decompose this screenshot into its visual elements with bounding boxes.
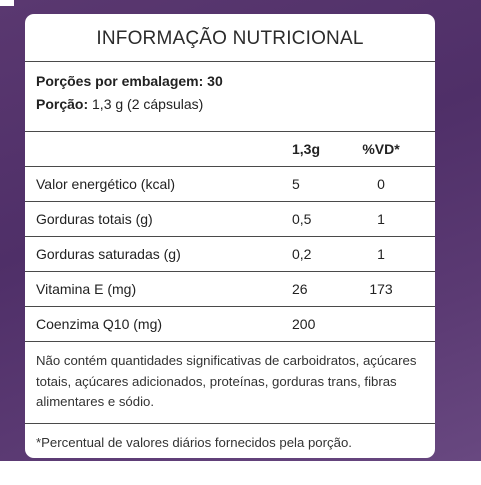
table-row: Gorduras saturadas (g) 0,2 1 — [25, 237, 435, 272]
portion-size: Porção: 1,3 g (2 cápsulas) — [36, 93, 425, 116]
portion-info: Porções por embalagem: 30 Porção: 1,3 g … — [25, 62, 435, 132]
nutrient-name: Valor energético (kcal) — [36, 176, 176, 192]
header-daily-value: %VD* — [362, 141, 400, 157]
portions-per-package-value: 30 — [207, 73, 223, 89]
nutrient-name: Gorduras totais (g) — [36, 211, 153, 227]
nutrient-daily-value: 1 — [377, 211, 385, 227]
table-row: Coenzima Q10 (mg) 200 — [25, 307, 435, 342]
nutrient-quantity: 200 — [292, 316, 316, 332]
portions-per-package-label: Porções por embalagem: — [36, 73, 204, 89]
table-row: Gorduras totais (g) 0,5 1 — [25, 202, 435, 237]
table-row: Valor energético (kcal) 5 0 — [25, 167, 435, 202]
footnote: *Percentual de valores diários fornecido… — [36, 435, 352, 450]
nutrient-daily-value: 1 — [377, 246, 385, 262]
panel-title: INFORMAÇÃO NUTRICIONAL — [96, 27, 364, 49]
table-header-row: 1,3g %VD* — [25, 132, 435, 167]
disclaimer-note: Não contém quantidades significativas de… — [25, 342, 435, 424]
panel-header: INFORMAÇÃO NUTRICIONAL — [25, 14, 435, 62]
portion-label: Porção: — [36, 96, 89, 112]
nutrient-quantity: 5 — [292, 176, 300, 192]
nutrient-daily-value: 173 — [369, 281, 393, 297]
nutrient-name: Vitamina E (mg) — [36, 281, 137, 297]
header-quantity: 1,3g — [292, 141, 321, 157]
nutrient-name: Coenzima Q10 (mg) — [36, 316, 163, 332]
nutrient-quantity: 0,2 — [292, 246, 312, 262]
nutrient-daily-value: 0 — [377, 176, 385, 192]
table-row: Vitamina E (mg) 26 173 — [25, 272, 435, 307]
nutrient-name: Gorduras saturadas (g) — [36, 246, 181, 262]
page-bottom-strip — [0, 461, 481, 485]
corner-mark — [0, 0, 14, 6]
nutrient-quantity: 26 — [292, 281, 308, 297]
portions-per-package: Porções por embalagem: 30 — [36, 70, 425, 93]
portion-value: 1,3 g (2 cápsulas) — [92, 96, 204, 112]
nutrient-quantity: 0,5 — [292, 211, 312, 227]
nutrition-facts-panel: INFORMAÇÃO NUTRICIONAL Porções por embal… — [25, 14, 435, 458]
